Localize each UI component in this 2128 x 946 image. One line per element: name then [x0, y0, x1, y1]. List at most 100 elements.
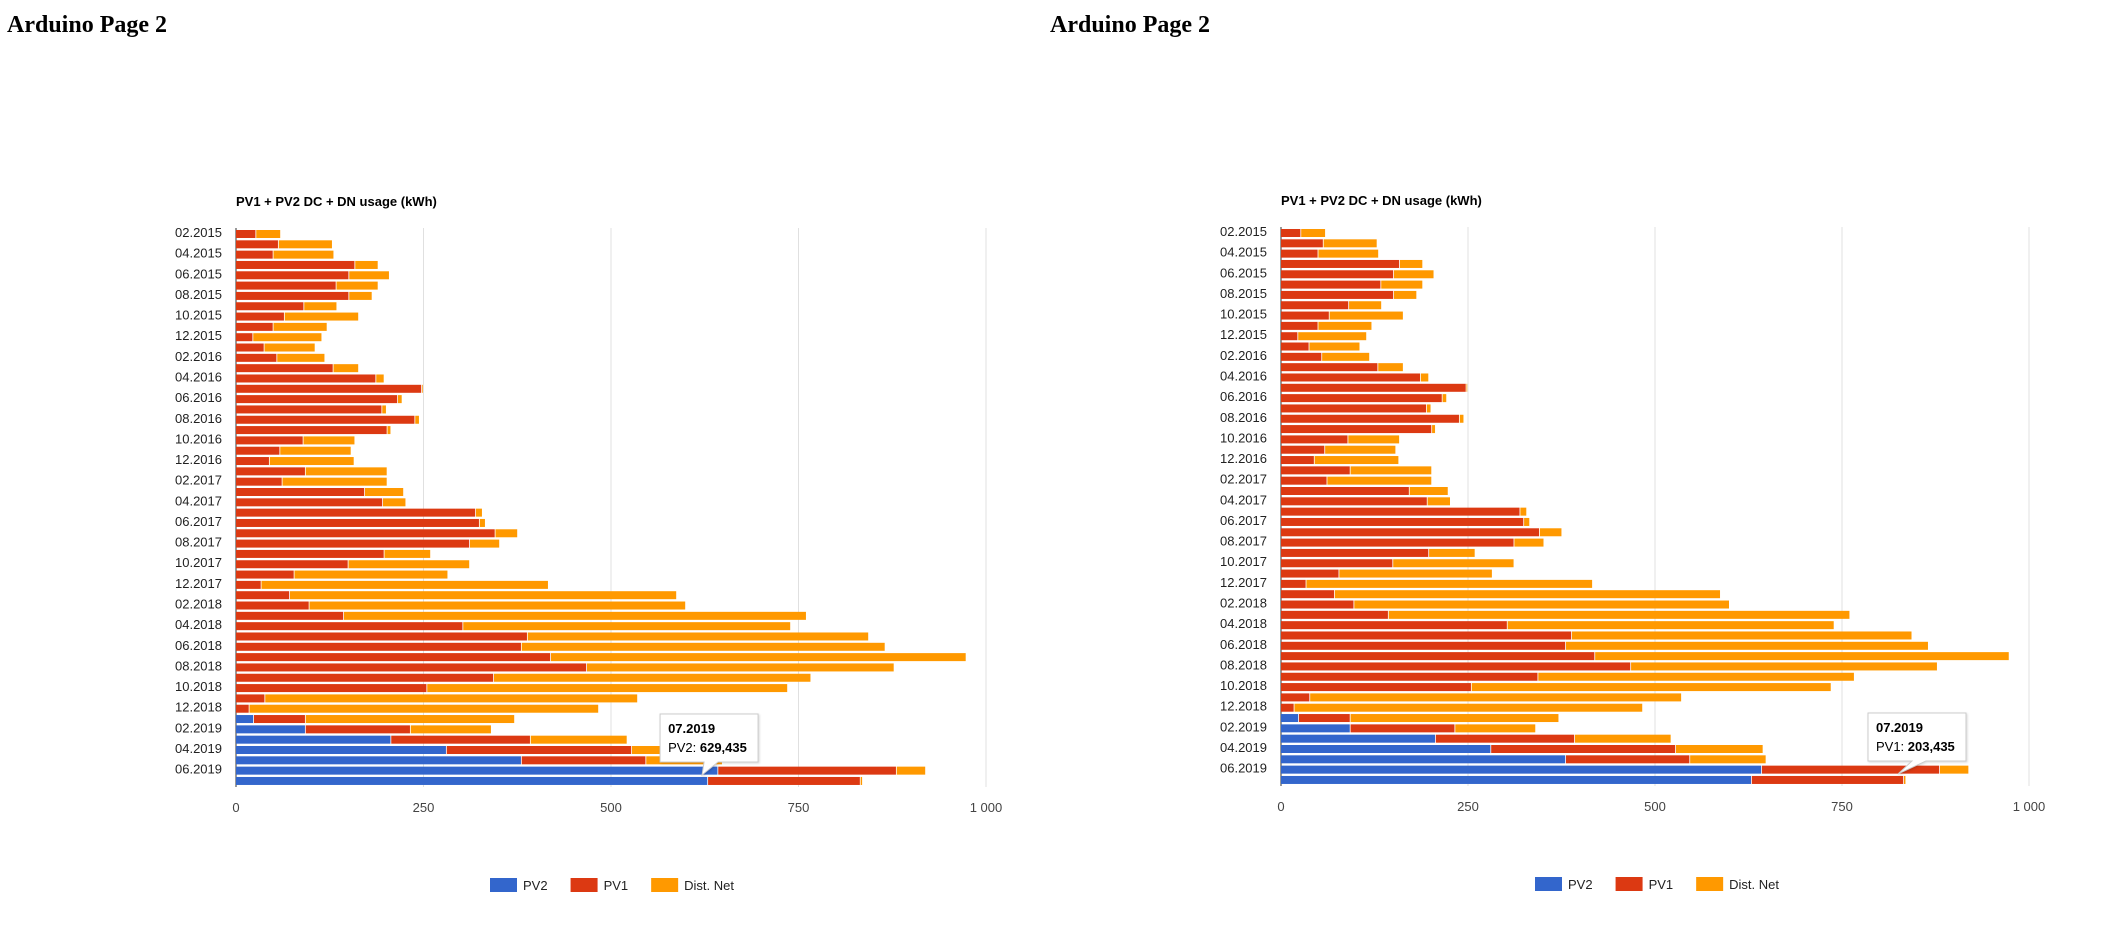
- legend-item[interactable]: PV2: [490, 878, 548, 893]
- bar-pv1[interactable]: [1281, 507, 1520, 516]
- bar-pv1[interactable]: [236, 498, 383, 507]
- bar-dist-net[interactable]: [1690, 755, 1766, 764]
- bar-dist-net[interactable]: [253, 333, 322, 342]
- bar-dist-net[interactable]: [1310, 693, 1682, 702]
- bar-dist-net[interactable]: [860, 776, 863, 785]
- bar-pv1[interactable]: [236, 477, 282, 486]
- bar-dist-net[interactable]: [1455, 724, 1536, 733]
- bar-pv1[interactable]: [1281, 569, 1339, 578]
- bar-dist-net[interactable]: [1538, 672, 1854, 681]
- bar-pv1[interactable]: [236, 271, 349, 280]
- bar-pv2[interactable]: [1281, 745, 1491, 753]
- bar-dist-net[interactable]: [398, 395, 402, 404]
- legend-item[interactable]: Dist. Net: [651, 878, 734, 893]
- bar-dist-net[interactable]: [1306, 579, 1593, 588]
- bar-pv1[interactable]: [1281, 229, 1301, 237]
- bar-pv1[interactable]: [236, 529, 495, 538]
- bar-dist-net[interactable]: [383, 498, 406, 507]
- bar-dist-net[interactable]: [1393, 270, 1434, 279]
- bar-dist-net[interactable]: [479, 518, 485, 527]
- bar-dist-net[interactable]: [278, 240, 332, 249]
- bar-dist-net[interactable]: [1339, 569, 1492, 578]
- bar-dist-net[interactable]: [1466, 383, 1468, 392]
- bar-dist-net[interactable]: [495, 529, 518, 538]
- bar-pv1[interactable]: [236, 426, 387, 435]
- bar-pv1[interactable]: [236, 508, 476, 517]
- bar-pv1[interactable]: [236, 560, 348, 569]
- bar-pv1[interactable]: [1281, 528, 1540, 537]
- bar-pv1[interactable]: [236, 694, 265, 703]
- bar-pv1[interactable]: [1281, 497, 1427, 506]
- legend-item[interactable]: PV1: [1615, 877, 1674, 892]
- bar-pv1[interactable]: [1281, 270, 1394, 279]
- bar-pv2[interactable]: [236, 715, 254, 724]
- legend-item[interactable]: PV1: [570, 878, 629, 893]
- bar-dist-net[interactable]: [382, 405, 386, 414]
- chart-svg-left[interactable]: PV1 + PV2 DC + DN usage (kWh) 0 250 500 750 1…: [0, 0, 1064, 946]
- bar-pv1[interactable]: [236, 632, 527, 641]
- bar-dist-net[interactable]: [1334, 590, 1721, 599]
- bar-dist-net[interactable]: [355, 260, 378, 269]
- bar-pv1[interactable]: [1565, 755, 1690, 764]
- bar-dist-net[interactable]: [1381, 280, 1423, 289]
- bar-dist-net[interactable]: [1350, 714, 1559, 723]
- bar-pv1[interactable]: [236, 405, 382, 414]
- bar-pv1[interactable]: [236, 353, 277, 362]
- bar-pv1[interactable]: [1281, 321, 1318, 330]
- bar-dist-net[interactable]: [284, 312, 359, 321]
- bar-pv1[interactable]: [1281, 414, 1459, 423]
- bar-pv1[interactable]: [236, 488, 365, 496]
- bar-pv1[interactable]: [236, 704, 249, 713]
- bar-pv1[interactable]: [254, 715, 305, 724]
- bar-dist-net[interactable]: [1298, 332, 1367, 341]
- bar-pv1[interactable]: [1281, 487, 1409, 495]
- bar-dist-net[interactable]: [348, 560, 470, 569]
- bar-pv1[interactable]: [1751, 775, 1904, 784]
- bar-dist-net[interactable]: [1903, 775, 1906, 784]
- bar-dist-net[interactable]: [344, 611, 806, 620]
- bar-dist-net[interactable]: [1571, 631, 1912, 640]
- usage-chart-right[interactable]: PV1 + PV2 DC + DN usage (kWh) 0 250 500 750 1…: [1045, 0, 2128, 946]
- bar-dist-net[interactable]: [1631, 662, 1937, 671]
- bar-pv1[interactable]: [236, 518, 479, 527]
- bar-dist-net[interactable]: [273, 322, 327, 331]
- bar-pv1[interactable]: [236, 260, 355, 269]
- bar-dist-net[interactable]: [530, 735, 627, 744]
- bar-dist-net[interactable]: [282, 477, 387, 486]
- bar-pv2[interactable]: [236, 756, 521, 765]
- bar-dist-net[interactable]: [1325, 445, 1396, 454]
- bar-dist-net[interactable]: [1539, 528, 1562, 537]
- bar-pv1[interactable]: [236, 446, 280, 455]
- bar-dist-net[interactable]: [1524, 517, 1530, 526]
- bar-dist-net[interactable]: [309, 601, 686, 610]
- bar-pv2[interactable]: [236, 766, 718, 775]
- bar-pv1[interactable]: [1350, 724, 1455, 733]
- bar-dist-net[interactable]: [1294, 703, 1643, 712]
- bar-pv1[interactable]: [1281, 703, 1294, 712]
- bar-dist-net[interactable]: [1442, 394, 1447, 403]
- chart-svg-right[interactable]: PV1 + PV2 DC + DN usage (kWh) 0 250 500 750 1…: [1045, 0, 2128, 946]
- bar-pv1[interactable]: [236, 642, 521, 651]
- bar-pv1[interactable]: [236, 570, 294, 579]
- bar-pv1[interactable]: [236, 291, 349, 300]
- bar-pv1[interactable]: [236, 467, 305, 476]
- bar-pv1[interactable]: [1281, 425, 1432, 434]
- bar-dist-net[interactable]: [463, 622, 791, 631]
- bar-pv1[interactable]: [1298, 714, 1350, 723]
- bar-pv1[interactable]: [1281, 259, 1400, 268]
- bar-pv1[interactable]: [236, 250, 273, 259]
- bar-pv2[interactable]: [1281, 755, 1566, 764]
- bar-pv1[interactable]: [236, 601, 309, 610]
- bar-pv1[interactable]: [1281, 394, 1442, 403]
- bar-dist-net[interactable]: [1348, 435, 1400, 444]
- bar-dist-net[interactable]: [365, 488, 404, 496]
- bar-pv1[interactable]: [236, 611, 344, 620]
- bar-pv1[interactable]: [1281, 652, 1595, 661]
- bar-dist-net[interactable]: [896, 766, 926, 775]
- bar-pv2[interactable]: [1281, 765, 1762, 774]
- bar-dist-net[interactable]: [1520, 507, 1527, 516]
- bar-dist-net[interactable]: [521, 642, 885, 651]
- bar-dist-net[interactable]: [280, 446, 351, 455]
- bar-dist-net[interactable]: [1327, 476, 1432, 485]
- bar-pv2[interactable]: [1281, 734, 1436, 743]
